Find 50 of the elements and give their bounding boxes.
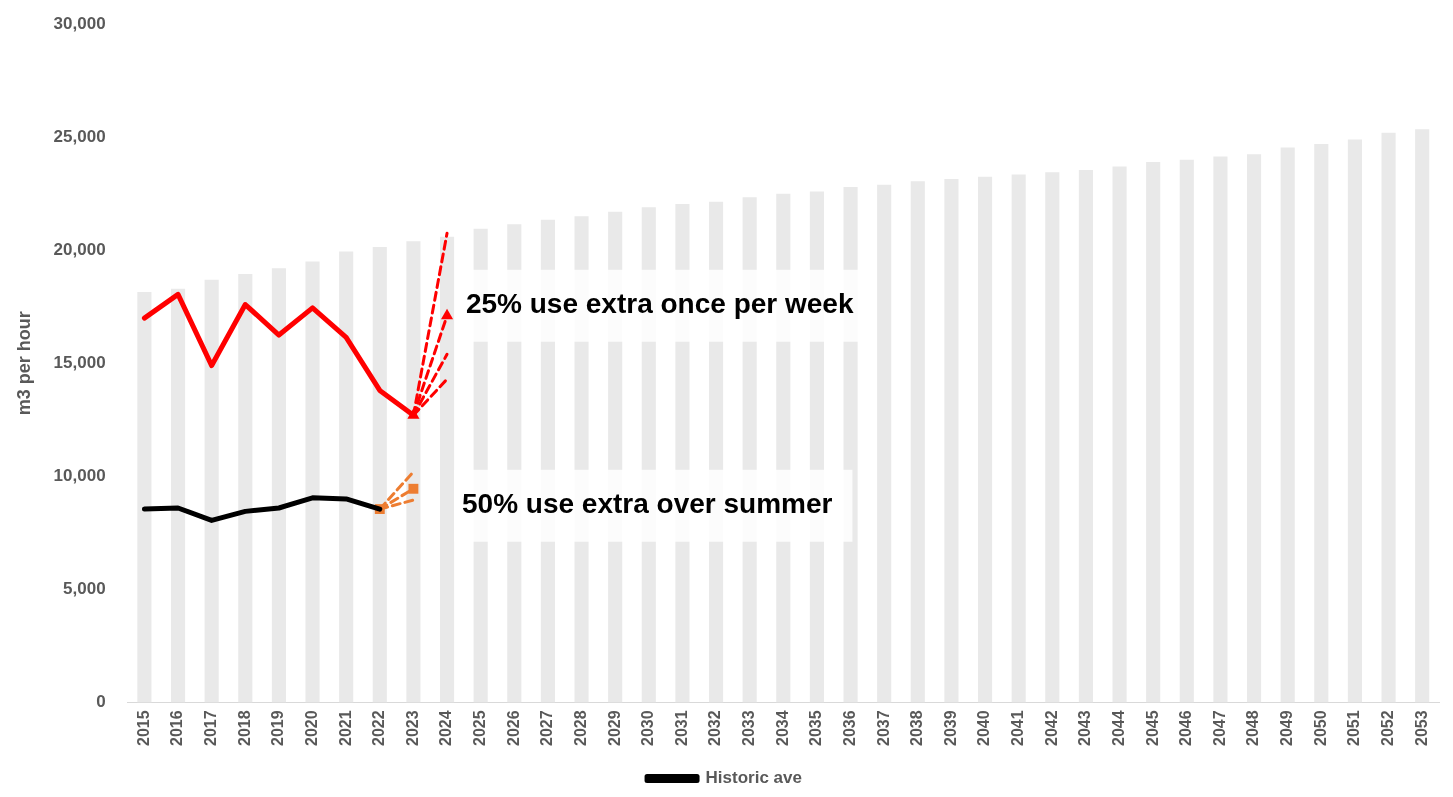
x-tick-label: 2032: [706, 710, 724, 746]
y-tick-label: 20,000: [53, 239, 106, 259]
x-tick-label: 2018: [235, 710, 253, 746]
x-tick-label: 2037: [874, 710, 892, 746]
x-tick-label: 2020: [302, 710, 320, 746]
x-tick-label: 2028: [571, 710, 589, 746]
y-axis-title: m3 per hour: [13, 311, 34, 416]
x-tick-label: 2021: [336, 710, 354, 746]
x-tick-label: 2016: [168, 710, 186, 746]
x-tick-label: 2051: [1345, 710, 1363, 746]
x-tick-label: 2033: [740, 710, 758, 746]
x-tick-label: 2039: [941, 710, 959, 746]
x-tick-label: 2034: [773, 710, 791, 746]
y-tick-label: 25,000: [53, 126, 106, 146]
x-tick-label: 2043: [1076, 710, 1094, 746]
x-tick-label: 2017: [202, 710, 220, 746]
x-tick-label: 2019: [269, 710, 287, 746]
x-tick-label: 2052: [1378, 710, 1396, 746]
x-tick-label: 2053: [1412, 710, 1430, 746]
x-tick-label: 2045: [1143, 710, 1161, 746]
x-tick-label: 2022: [370, 710, 388, 746]
x-tick-label: 2023: [403, 710, 421, 746]
x-tick-label: 2015: [134, 710, 152, 746]
legend-label: Historic ave: [705, 768, 802, 788]
y-tick-label: 5,000: [63, 579, 106, 599]
x-tick-label: 2041: [1009, 710, 1027, 746]
x-tick-label: 2038: [908, 710, 926, 746]
x-tick-label: 2047: [1210, 710, 1228, 746]
y-tick-label: 10,000: [53, 466, 106, 486]
y-tick-label: 15,000: [53, 352, 106, 372]
x-tick-label: 2026: [504, 710, 522, 746]
annotation: 50% use extra over summer: [462, 488, 833, 520]
y-tick-label: 30,000: [53, 13, 106, 33]
x-tick-label: 2024: [437, 710, 455, 746]
x-tick-label: 2046: [1177, 710, 1195, 746]
x-tick-label: 2036: [840, 710, 858, 746]
x-tick-label: 2030: [639, 710, 657, 746]
x-tick-label: 2050: [1311, 710, 1329, 746]
annotation: 25% use extra once per week: [465, 288, 854, 320]
x-tick-label: 2042: [1042, 710, 1060, 746]
x-tick-label: 2048: [1244, 710, 1262, 746]
x-tick-label: 2025: [471, 710, 489, 746]
x-tick-label: 2035: [807, 710, 825, 746]
x-tick-label: 2049: [1278, 710, 1296, 746]
y-tick-label: 0: [96, 692, 106, 712]
x-tick-label: 2044: [1109, 710, 1127, 746]
x-tick-label: 2040: [975, 710, 993, 746]
x-tick-label: 2031: [672, 710, 690, 746]
x-tick-label: 2029: [605, 710, 623, 746]
x-tick-label: 2027: [538, 710, 556, 746]
